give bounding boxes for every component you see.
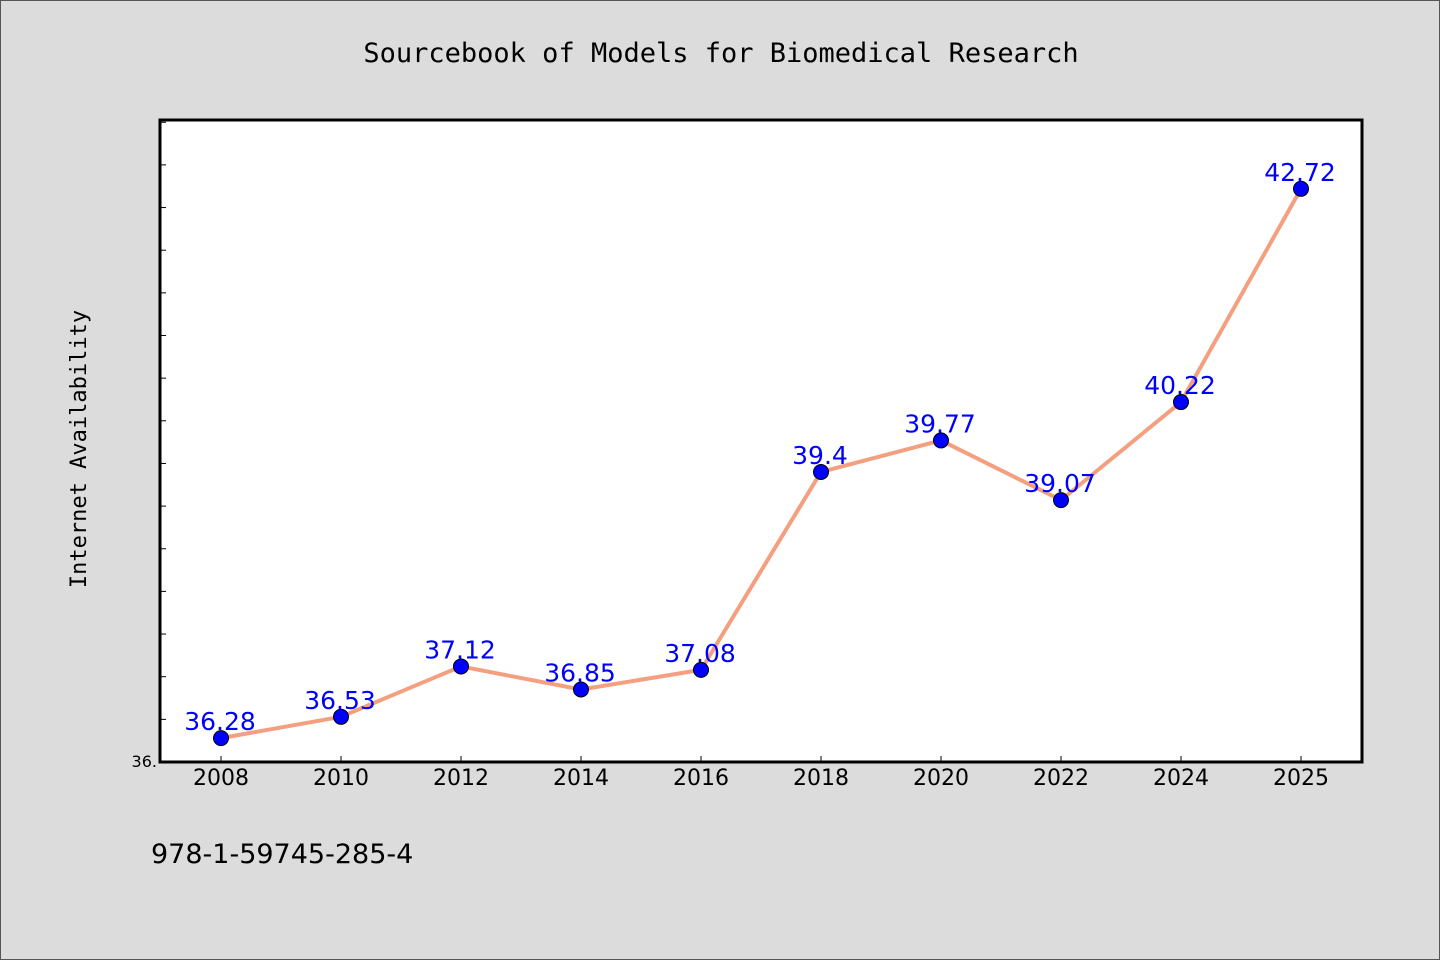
data-point: [813, 463, 829, 480]
x-tick-label: 2022: [1033, 766, 1089, 791]
x-tick-label: 2025: [1273, 766, 1329, 791]
data-label: 40.22: [1144, 371, 1216, 400]
data-point: [693, 661, 709, 678]
data-label: 39.4: [792, 441, 848, 470]
data-label: 36.53: [304, 686, 376, 715]
data-label: 37.12: [424, 635, 496, 664]
isbn-footnote: 978-1-59745-285-4: [151, 839, 413, 870]
x-axis-ticks: 2008 2010 2012 2014 2016 2018 2020 2022 2024 2025: [193, 756, 1329, 791]
x-tick-label: 2020: [913, 766, 969, 791]
x-tick-label: 2014: [553, 766, 609, 791]
x-tick-label: 2018: [793, 766, 849, 791]
data-label: 36.28: [184, 707, 256, 736]
chart-title: Sourcebook of Models for Biomedical Rese…: [363, 38, 1078, 69]
x-tick-label: 2010: [313, 766, 369, 791]
data-point: [213, 730, 229, 747]
y-tick-label: 36.: [132, 752, 157, 771]
series-line: [219, 186, 1303, 741]
x-tick-label: 2008: [193, 766, 249, 791]
data-labels: 36.28 36.53 37.12 36.85 37.08 39.4 39.77 39.07 4…: [184, 158, 1336, 736]
data-point: [933, 432, 949, 449]
y-axis-ticks: 36.: [132, 121, 166, 771]
data-point: [1293, 180, 1309, 197]
data-point: [1173, 394, 1189, 411]
data-label: 39.07: [1024, 469, 1096, 498]
data-label: 42.72: [1264, 158, 1336, 187]
x-tick-label: 2024: [1153, 766, 1209, 791]
plot-area: [158, 118, 1364, 764]
data-point: [1053, 492, 1069, 509]
data-label: 39.77: [904, 409, 976, 438]
x-tick-label: 2012: [433, 766, 489, 791]
data-point: [573, 681, 589, 698]
y-axis-label: Internet Availability: [67, 310, 92, 588]
data-point: [453, 658, 469, 675]
data-label: 36.85: [544, 658, 616, 687]
data-label: 37.08: [664, 639, 736, 668]
data-point: [333, 708, 349, 725]
x-tick-label: 2016: [673, 766, 729, 791]
series-layer: [213, 180, 1309, 747]
